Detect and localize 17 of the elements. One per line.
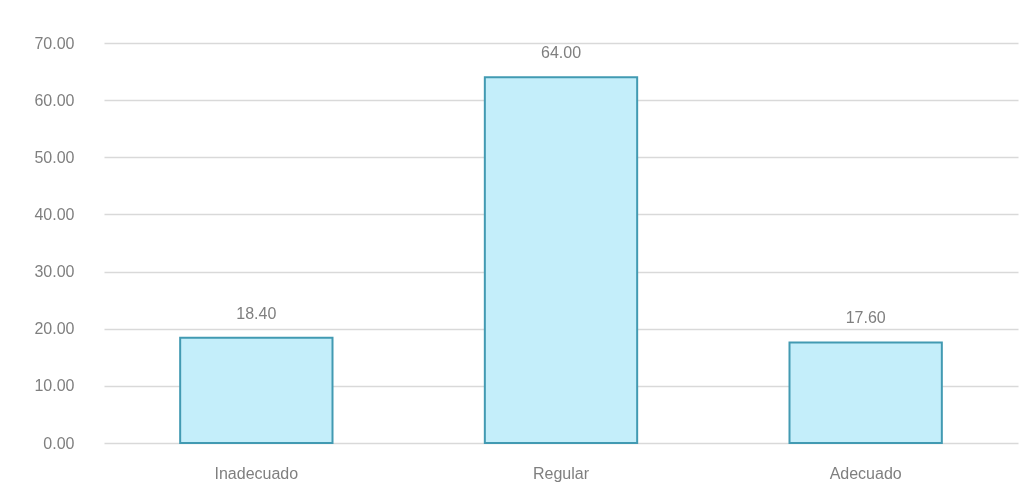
x-tick-label: Regular (532, 464, 590, 482)
x-tick-label: Inadecuado (214, 464, 299, 482)
bar (483, 76, 639, 444)
y-tick-label: 60.00 (34, 91, 75, 109)
x-tick-label: Adecuado (829, 464, 902, 482)
y-tick-label: 40.00 (34, 205, 75, 223)
y-tick-label: 10.00 (34, 377, 75, 395)
data-label: 18.40 (236, 304, 277, 322)
data-label: 64.00 (540, 44, 582, 62)
y-tick-label: 30.00 (34, 263, 75, 281)
y-tick-label: 0.00 (43, 434, 75, 452)
y-tick-label: 20.00 (34, 320, 75, 338)
y-tick-label: 70.00 (34, 34, 75, 52)
y-tick-label: 50.00 (34, 148, 75, 166)
bar (179, 336, 334, 444)
bar (788, 341, 943, 444)
data-label: 17.60 (845, 309, 886, 327)
